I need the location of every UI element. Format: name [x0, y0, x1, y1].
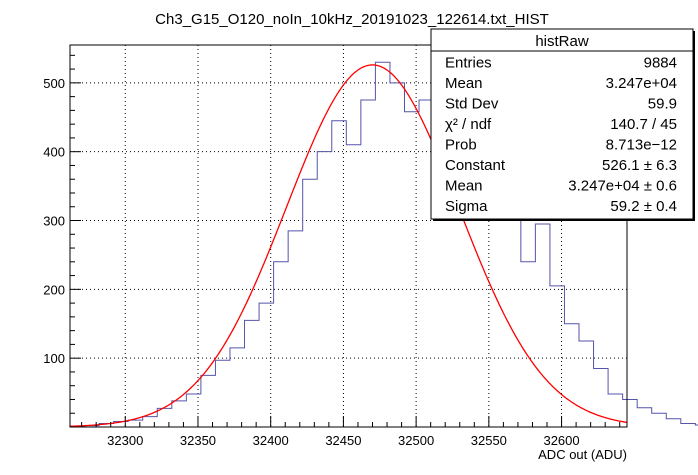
histogram-bin — [390, 83, 405, 427]
histogram-bin — [623, 399, 638, 427]
histogram-bin — [564, 324, 579, 427]
x-tick-label: 32400 — [253, 433, 289, 448]
x-tick-label: 32450 — [325, 433, 361, 448]
stats-row-value: 59.2 ± 0.4 — [610, 198, 677, 215]
stats-row-value: 59.9 — [648, 96, 677, 113]
stats-row-value: 526.1 ± 6.3 — [602, 157, 677, 174]
gaussian-fit-line — [69, 64, 628, 427]
histogram-bin — [608, 394, 623, 427]
y-tick-label: 400 — [43, 145, 65, 160]
x-tick-label: 32300 — [107, 433, 143, 448]
stats-box: histRaw Entries 9884 Mean 3.247e+04 Std Dev 59… — [430, 28, 695, 221]
stats-row-label: Sigma — [445, 198, 488, 215]
histogram-bin — [666, 419, 681, 427]
histogram-bin — [215, 360, 230, 427]
x-tick-label: 32550 — [471, 433, 507, 448]
stats-row-label: Entries — [445, 55, 492, 72]
histogram-bin — [681, 424, 696, 427]
stats-row-value: 3.247e+04 ± 0.6 — [568, 178, 677, 195]
histogram-bin — [172, 401, 187, 427]
stats-row-label: χ² / ndf — [445, 116, 492, 133]
y-tick-label: 500 — [43, 76, 65, 91]
stats-box-frame — [430, 28, 694, 220]
histogram-bin — [550, 286, 565, 427]
histogram-bin — [230, 348, 245, 427]
x-tick-label: 32500 — [398, 433, 434, 448]
histogram-bin — [375, 62, 390, 427]
x-tick-label: 32600 — [543, 433, 579, 448]
histogram-bin — [361, 100, 376, 427]
histogram-bin — [303, 179, 318, 427]
stats-row-value: 140.7 / 45 — [610, 116, 677, 133]
y-tick-label: 200 — [43, 282, 65, 297]
histogram-bin — [245, 320, 260, 427]
histogram-bin — [186, 394, 201, 427]
histogram-bin — [506, 214, 521, 427]
y-axis: 100 200 300 400 500 — [43, 54, 81, 428]
histogram-bin — [535, 224, 550, 427]
histogram-bin — [579, 341, 594, 427]
histogram-bin — [332, 121, 347, 427]
x-axis: 32300 32350 32400 32450 32500 32550 32600 — [81, 416, 621, 448]
histogram-bin — [404, 112, 419, 427]
y-tick-label: 100 — [43, 351, 65, 366]
stats-row-label: Prob — [445, 137, 477, 154]
plot-frame — [69, 44, 628, 428]
histogram-bin — [143, 417, 158, 427]
stats-row-label: Mean — [445, 75, 483, 92]
stats-box-title: histRaw — [535, 33, 589, 50]
histogram-bin — [637, 408, 652, 427]
y-tick-label: 300 — [43, 214, 65, 229]
stats-row-value: 8.713e−12 — [606, 137, 677, 154]
x-tick-label: 32350 — [180, 433, 216, 448]
chart-title: Ch3_G15_O120_noIn_10kHz_20191023_122614.… — [155, 11, 549, 28]
fit-curve — [69, 64, 628, 427]
histogram-bin — [201, 375, 216, 427]
histogram-bin — [652, 413, 667, 427]
histogram-bin — [317, 152, 332, 427]
histogram-bin — [157, 408, 172, 427]
histogram-bin — [346, 145, 361, 427]
stats-row-value: 3.247e+04 — [606, 75, 677, 92]
stats-row-label: Mean — [445, 178, 483, 195]
stats-row-label: Std Dev — [445, 96, 499, 113]
histogram-bin — [274, 262, 289, 427]
stats-row-label: Constant — [445, 157, 506, 174]
stats-row-value: 9884 — [644, 55, 677, 72]
x-axis-title: ADC out (ADU) — [538, 447, 627, 462]
histogram-bin — [259, 303, 274, 427]
histogram-bin — [128, 420, 143, 427]
histogram-bin — [521, 262, 536, 427]
histogram-bin — [288, 231, 303, 427]
